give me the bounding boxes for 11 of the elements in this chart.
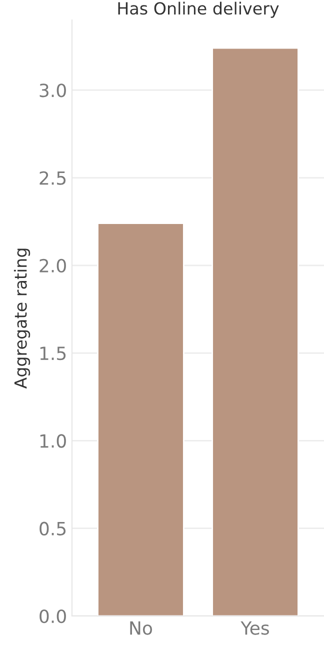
y-tick-label: 0.0 — [40, 609, 66, 624]
y-tick-label: 3.0 — [40, 84, 66, 98]
y-tick-label: 2.5 — [40, 171, 66, 185]
y-tick-label: 2.0 — [40, 258, 66, 273]
chart-title: Has Online delivery — [118, 2, 279, 18]
y-axis-title: Aggregate rating — [14, 248, 30, 389]
x-tick-label: No — [130, 621, 152, 635]
x-tick-label: Yes — [240, 621, 269, 635]
y-tick-label: 1.5 — [40, 346, 66, 360]
y-tick-label: 0.5 — [40, 522, 66, 536]
y-tick-label: 1.0 — [40, 434, 66, 448]
